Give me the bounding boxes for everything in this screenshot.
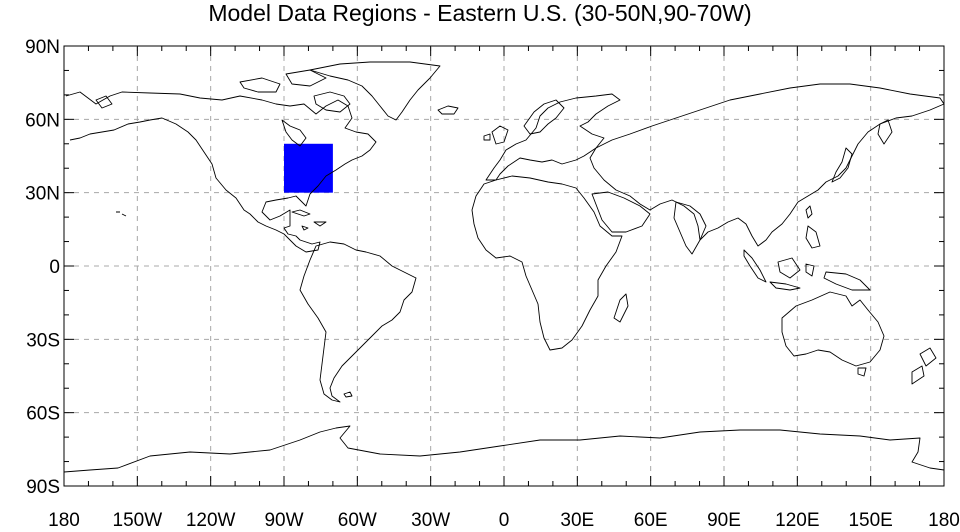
coastline-hudson-bay <box>281 119 307 147</box>
coastline-kamchatka <box>877 119 893 145</box>
longitude-tick-label: 150W <box>113 510 163 531</box>
coastline-arabia <box>591 191 651 233</box>
coastline-south-america <box>299 241 417 403</box>
latitude-tick-label: 60S <box>26 404 60 425</box>
coastline-africa <box>471 175 623 351</box>
longitude-tick-label: 180 <box>928 510 960 531</box>
longitude-tick-label: 120E <box>775 510 819 531</box>
longitude-tick-label: 0 <box>499 510 510 531</box>
longitude-tick-label: 120W <box>186 510 236 531</box>
coastline-greenland <box>309 61 441 121</box>
coastline-hawaii <box>116 211 127 217</box>
coastline-falklands <box>343 391 353 398</box>
coastline-baffin-island <box>313 91 351 113</box>
map-title: Model Data Regions - Eastern U.S. (30-50… <box>208 0 752 26</box>
axis-tick-labels: 90N 60N 30N 0 30S 60S 90S 180 150W 120W 90W 60W 30W 0… <box>25 37 960 531</box>
region-layer <box>284 143 333 193</box>
coastline-great-britain <box>483 125 509 145</box>
coastline-australia <box>781 291 885 367</box>
longitude-tick-label: 60E <box>634 510 668 531</box>
coastline-arctic-islands <box>95 69 327 109</box>
coastline-caribbean <box>291 209 327 231</box>
longitude-tick-label: 90E <box>707 510 741 531</box>
latitude-tick-label: 60N <box>25 110 60 131</box>
longitude-tick-label: 30W <box>411 510 450 531</box>
coastline-scandinavia <box>523 99 565 135</box>
latitude-tick-label: 90N <box>25 37 60 58</box>
longitude-tick-label: 150E <box>848 510 892 531</box>
coastline-asia <box>589 83 945 247</box>
longitude-tick-label: 30E <box>560 510 594 531</box>
coastline-north-america <box>65 91 377 253</box>
axis-ticks <box>63 45 945 487</box>
longitude-tick-label: 180 <box>48 510 80 531</box>
coastline-southeast-asia <box>743 249 871 291</box>
coastline-madagascar <box>613 293 629 323</box>
coastline-tasmania <box>857 367 867 377</box>
coastline-japan <box>831 147 853 183</box>
coastline-new-zealand <box>911 347 937 385</box>
coastline-iceland <box>437 105 459 115</box>
eastern-us-region <box>284 143 333 193</box>
latitude-tick-label: 30S <box>26 330 60 351</box>
longitude-tick-label: 90W <box>264 510 303 531</box>
coastline-taiwan-philippines <box>805 205 821 249</box>
latitude-tick-label: 90S <box>26 477 60 498</box>
coastline-antarctica <box>63 425 945 473</box>
latitude-tick-label: 0 <box>49 257 60 278</box>
longitude-tick-label: 60W <box>338 510 377 531</box>
coastlines <box>63 61 945 473</box>
latitude-tick-label: 30N <box>25 184 60 205</box>
coastline-india <box>673 201 707 255</box>
coastline-europe <box>485 93 621 181</box>
